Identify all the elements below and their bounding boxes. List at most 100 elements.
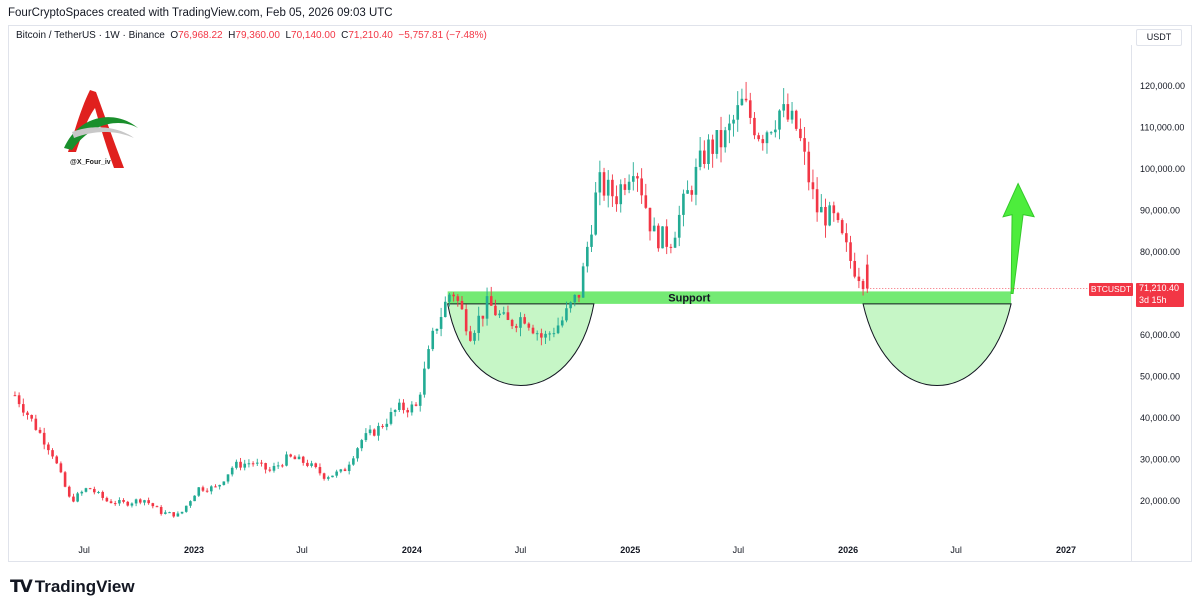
candle-body (519, 317, 522, 328)
candle-body (665, 226, 669, 247)
candle-body (372, 429, 376, 436)
left-cup-pattern[interactable] (447, 303, 595, 386)
candle-body (473, 332, 476, 341)
candle-body (652, 225, 656, 232)
candle-body (510, 319, 514, 327)
candle-body (690, 190, 694, 195)
candle-body (719, 130, 723, 148)
candle-body (427, 349, 430, 369)
low-label: L (285, 30, 292, 41)
candle-body (715, 130, 719, 154)
candle-body (80, 491, 84, 494)
y-tick-label: 110,000.00 (1140, 123, 1184, 133)
candle-body (326, 477, 330, 479)
candle-body (615, 196, 618, 205)
candle-body (151, 503, 155, 507)
candle-body (276, 465, 280, 467)
candle-body (285, 454, 288, 466)
candle-body (51, 450, 54, 457)
x-tick-label: 2027 (1056, 545, 1076, 555)
candle-body (138, 499, 142, 503)
currency-unit-button[interactable]: USDT (1136, 29, 1182, 46)
bullish-arrow[interactable] (1002, 182, 1035, 294)
candle-body (744, 98, 748, 101)
candle-body (648, 207, 652, 232)
candle-body (460, 300, 464, 310)
candle-body (832, 205, 836, 214)
y-tick-label: 50,000.00 (1140, 372, 1180, 382)
close-value: 71,210.40 (348, 30, 393, 41)
candle-body (381, 425, 384, 427)
candle-body (464, 309, 468, 332)
candle-body (677, 214, 681, 238)
x-tick-label: Jul (950, 545, 962, 555)
candle-body (448, 294, 451, 302)
candle-body (577, 294, 581, 298)
candle-body (494, 305, 497, 316)
candle-body (343, 469, 347, 472)
candle-body (431, 330, 435, 350)
candle-body (581, 266, 585, 298)
candle-body (84, 488, 88, 492)
candle-body (268, 469, 272, 471)
y-tick-label: 40,000.00 (1140, 413, 1180, 423)
candle-body (748, 100, 752, 118)
symbol-price-tag: BTCUSDT (1089, 283, 1133, 296)
candle-body (47, 444, 50, 451)
candle-body (786, 104, 790, 120)
author-logo-mark (64, 90, 138, 168)
candle-body (55, 456, 59, 464)
candle-body (631, 176, 635, 182)
candle-body (740, 98, 744, 106)
candle-body (698, 150, 702, 167)
candle-body (456, 296, 460, 301)
candle-body (840, 220, 844, 234)
candle-body (565, 308, 568, 321)
x-tick-label: Jul (78, 545, 90, 555)
candle-body (586, 246, 589, 267)
candle-body (255, 462, 259, 464)
candle-body (807, 151, 811, 183)
candle-body (318, 467, 322, 474)
candle-body (306, 462, 309, 466)
candle-body (406, 410, 409, 413)
candle-body (143, 500, 146, 503)
candle-body (122, 500, 125, 502)
support-zone[interactable] (447, 291, 1012, 304)
candle-body (569, 302, 572, 309)
candle-body (72, 496, 75, 502)
candle-body (251, 463, 255, 465)
candle-body (452, 294, 455, 297)
candle-body (26, 412, 29, 415)
price-axis-separator (1131, 45, 1132, 561)
candle-body (377, 425, 380, 436)
candle-body (147, 500, 150, 504)
right-cup-projection[interactable] (862, 303, 1012, 387)
candle-body (414, 404, 418, 406)
candle-body (552, 333, 556, 335)
candle-body (865, 264, 869, 289)
candle-body (703, 150, 706, 164)
high-value: 79,360.00 (235, 30, 280, 41)
candle-body (63, 472, 67, 487)
candle-body (782, 104, 785, 111)
candle-body (93, 488, 96, 493)
candle-body (281, 465, 284, 467)
candle-body (201, 487, 205, 491)
x-tick-label: Jul (733, 545, 745, 555)
chart-frame (8, 25, 1192, 562)
candle-body (707, 139, 710, 164)
candle-body (673, 237, 677, 248)
candle-body (235, 461, 238, 468)
candle-body (636, 176, 639, 179)
x-tick-label: 2026 (838, 545, 858, 555)
candle-body (105, 497, 109, 502)
symbol-label[interactable]: Bitcoin / TetherUS · 1W · Binance (16, 30, 165, 41)
candle-body (180, 511, 184, 514)
candle-body (189, 501, 192, 506)
candle-body (155, 506, 159, 508)
candle-body (205, 490, 209, 492)
candle-body (22, 404, 25, 413)
tradingview-brand[interactable]: 𝗧𝗩 TradingView (10, 577, 135, 597)
